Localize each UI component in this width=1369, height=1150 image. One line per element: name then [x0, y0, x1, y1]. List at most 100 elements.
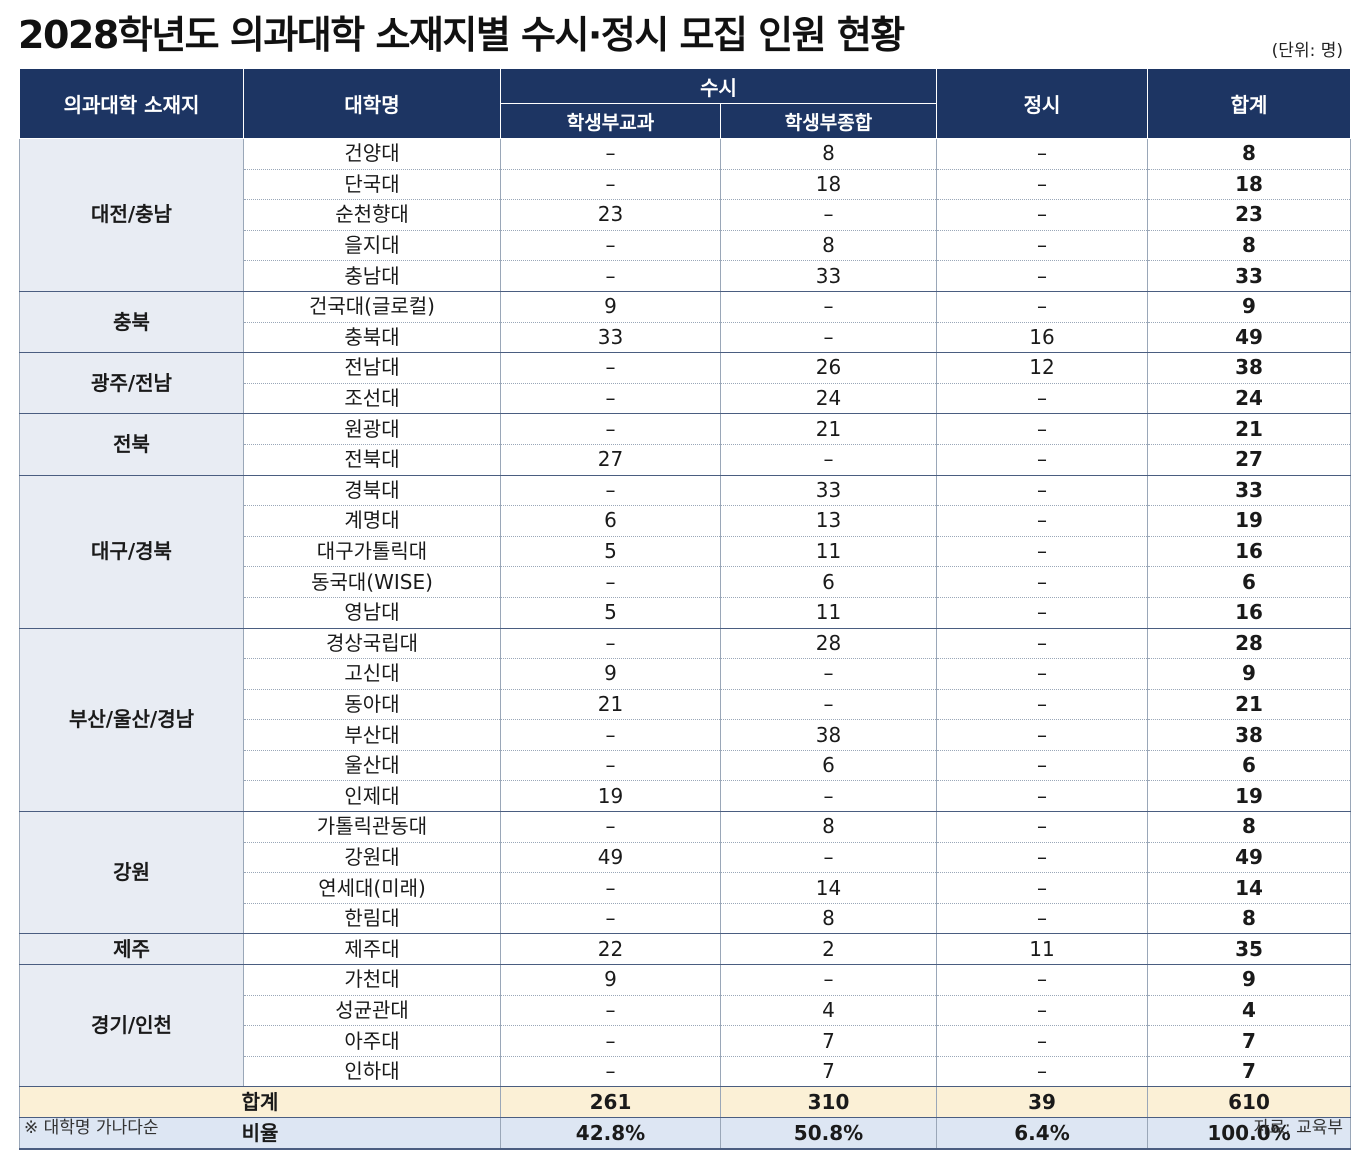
total-cell: 6	[1147, 566, 1351, 598]
table-row: 을지대 –8–8	[20, 230, 1351, 262]
gyogwa-cell: –	[500, 169, 721, 201]
ratio-label: 비율	[19, 1117, 501, 1150]
table-row: 연세대(미래) –14–14	[20, 872, 1351, 904]
jonghap-cell: 13	[720, 505, 937, 537]
gyogwa-cell: 23	[500, 199, 721, 231]
gyogwa-cell: –	[500, 566, 721, 598]
total-cell: 8	[1147, 903, 1351, 935]
jonghap-cell: –	[720, 689, 937, 721]
university-cell: 강원대	[243, 842, 501, 874]
total-cell: 21	[1147, 413, 1351, 445]
table-row: 대전/충남 건양대 –8–8	[19, 138, 1351, 292]
jeongsi-cell: –	[936, 872, 1148, 904]
jeongsi-cell: –	[936, 842, 1148, 874]
sum-jeongsi: 39	[936, 1086, 1148, 1119]
footnote: ※ 대학명 가나다순	[24, 1118, 159, 1138]
jonghap-cell: 33	[720, 475, 937, 507]
ratio-total: 100.0%	[1147, 1117, 1351, 1150]
table-row: 전북대 27– –27	[20, 444, 1351, 476]
total-cell: 6	[1147, 750, 1351, 782]
jonghap-cell: 6	[720, 750, 937, 782]
table-body: 대전/충남 건양대 –8–8 단국대 –18–18 순천향대 23– –23 을지대 –8–8 충남…	[19, 138, 1351, 1088]
gyogwa-cell: 21	[500, 689, 721, 721]
table-row: 부산/울산/경남 경상국립대 –28–28	[19, 628, 1351, 813]
jeongsi-cell: –	[936, 628, 1148, 660]
university-cell: 고신대	[243, 658, 501, 690]
university-cell: 건국대(글로컬)	[243, 291, 501, 323]
total-cell: 19	[1147, 780, 1351, 813]
university-cell: 인하대	[243, 1056, 501, 1088]
jonghap-cell: 2	[720, 933, 937, 966]
gyogwa-cell: –	[500, 475, 721, 507]
university-cell: 부산대	[243, 719, 501, 751]
university-cell: 성균관대	[243, 995, 501, 1027]
university-cell: 순천향대	[243, 199, 501, 231]
total-cell: 8	[1147, 230, 1351, 262]
jeongsi-cell: –	[936, 138, 1148, 170]
table-row: 계명대 6 13–19	[20, 505, 1351, 537]
unit-label: (단위: 명)	[1271, 41, 1343, 61]
jeongsi-cell: –	[936, 689, 1148, 721]
total-cell: 14	[1147, 872, 1351, 904]
jeongsi-cell: –	[936, 658, 1148, 690]
jonghap-cell: 28	[720, 628, 937, 660]
page-title: 2028학년도 의과대학 소재지별 수시·정시 모집 인원 현황	[18, 13, 905, 57]
total-cell: 21	[1147, 689, 1351, 721]
table-row: 동국대(WISE) –6–6	[20, 566, 1351, 598]
jeongsi-cell: –	[936, 230, 1148, 262]
table-row: 성균관대 –4–4	[20, 995, 1351, 1027]
jeongsi-cell: 12	[936, 352, 1148, 384]
jeongsi-cell: –	[936, 566, 1148, 598]
university-cell: 영남대	[243, 597, 501, 629]
gyogwa-cell: 5	[500, 597, 721, 629]
university-cell: 경상국립대	[243, 628, 501, 660]
total-cell: 49	[1147, 842, 1351, 874]
university-cell: 충남대	[243, 260, 501, 292]
university-cell: 한림대	[243, 903, 501, 935]
table-row: 울산대 –6–6	[20, 750, 1351, 782]
jeongsi-cell: –	[936, 903, 1148, 935]
gyogwa-cell: –	[500, 811, 721, 843]
total-cell: 35	[1147, 933, 1351, 966]
jonghap-cell: 8	[720, 903, 937, 935]
jonghap-cell: 18	[720, 169, 937, 201]
university-cell: 제주대	[243, 933, 501, 966]
university-cell: 건양대	[243, 138, 501, 170]
table-row: 인제대 19– –19	[20, 780, 1351, 813]
jeongsi-cell: –	[936, 1025, 1148, 1057]
university-cell: 전북대	[243, 444, 501, 476]
total-cell: 49	[1147, 322, 1351, 354]
total-cell: 19	[1147, 505, 1351, 537]
sum-jonghap: 310	[720, 1086, 937, 1119]
ratio-jonghap: 50.8%	[720, 1117, 937, 1150]
jonghap-cell: 26	[720, 352, 937, 384]
jonghap-cell: –	[720, 842, 937, 874]
header-university: 대학명	[243, 68, 501, 139]
ratio-jeongsi: 6.4%	[936, 1117, 1148, 1150]
university-cell: 가톨릭관동대	[243, 811, 501, 843]
total-cell: 33	[1147, 260, 1351, 292]
jeongsi-cell: –	[936, 444, 1148, 476]
sum-gyogwa: 261	[500, 1086, 721, 1119]
jeongsi-cell: –	[936, 780, 1148, 813]
jeongsi-cell: –	[936, 1056, 1148, 1088]
region-cell: 전북	[19, 413, 244, 476]
sum-row: 합계 261 310 39 610	[19, 1086, 1351, 1119]
header-total: 합계	[1147, 68, 1351, 139]
jonghap-cell: –	[720, 658, 937, 690]
header-region: 의과대학 소재지	[19, 68, 244, 139]
gyogwa-cell: 5	[500, 536, 721, 568]
gyogwa-cell: –	[500, 383, 721, 415]
university-cell: 조선대	[243, 383, 501, 415]
jonghap-cell: 33	[720, 260, 937, 292]
total-cell: 24	[1147, 383, 1351, 415]
jeongsi-cell: –	[936, 964, 1148, 996]
university-cell: 울산대	[243, 750, 501, 782]
gyogwa-cell: –	[500, 750, 721, 782]
university-cell: 대구가톨릭대	[243, 536, 501, 568]
header-susi-gyogwa: 학생부교과	[500, 103, 721, 139]
total-cell: 16	[1147, 536, 1351, 568]
table-row: 전북 원광대 –21–21	[19, 413, 1351, 476]
jonghap-cell: 21	[720, 413, 937, 445]
total-cell: 38	[1147, 719, 1351, 751]
